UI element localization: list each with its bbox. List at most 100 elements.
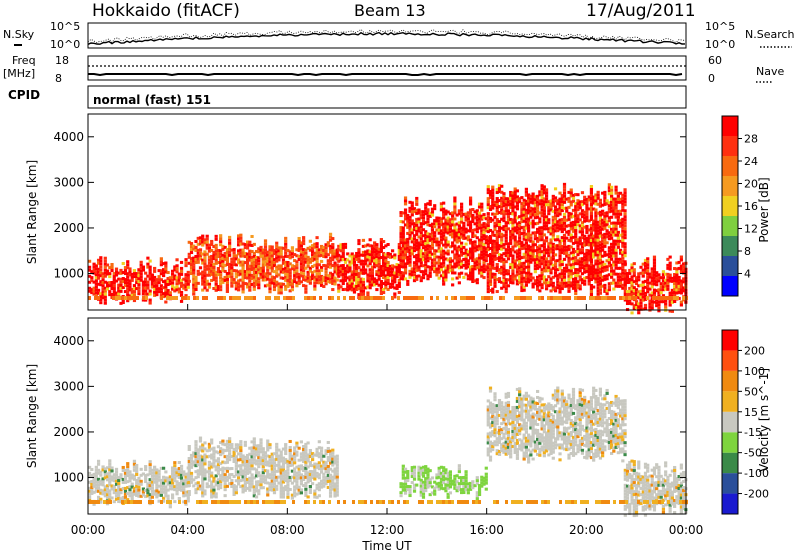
echo-cell (491, 263, 495, 267)
echo-cell (430, 231, 435, 235)
echo-cell (184, 296, 187, 300)
freq-unit-label: [MHz] (3, 67, 35, 80)
echo-cell (214, 234, 218, 238)
echo-cell (439, 232, 444, 236)
echo-cell (531, 252, 535, 256)
echo-cell (270, 473, 274, 477)
echo-cell (201, 234, 205, 238)
echo-cell (212, 458, 216, 462)
echo-cell (196, 296, 199, 300)
echo-cell (121, 262, 125, 266)
echo-cell (511, 227, 515, 231)
echo-cell (527, 250, 531, 254)
echo-cell (393, 277, 397, 281)
echo-cell (357, 260, 361, 264)
echo-cell (490, 296, 493, 300)
echo-cell (293, 268, 297, 272)
echo-cell (250, 243, 254, 247)
echo-cell (279, 249, 283, 253)
echo-cell (324, 249, 328, 253)
echo-cell (504, 233, 508, 237)
echo-cell (393, 292, 397, 296)
echo-cell (257, 286, 261, 290)
echo-cell (94, 489, 98, 493)
echo-cell (527, 262, 531, 266)
echo-cell (243, 461, 247, 465)
echo-cell (419, 258, 423, 262)
echo-cell (567, 271, 571, 275)
echo-cell (210, 447, 214, 451)
echo-cell (677, 284, 681, 288)
echo-cell (455, 246, 459, 250)
echo-cell (457, 239, 461, 243)
echo-cell (482, 246, 486, 250)
echo-cell (284, 251, 288, 255)
echo-cell (153, 465, 157, 469)
echo-cell (634, 276, 639, 280)
echo-cell (612, 206, 616, 210)
echo-cell (212, 275, 216, 279)
echo-cell (207, 273, 212, 277)
echo-cell (623, 221, 627, 225)
echo-cell (598, 270, 602, 274)
echo-cell (529, 233, 533, 237)
echo-cell (112, 281, 116, 285)
echo-cell (241, 290, 245, 294)
echo-cell (164, 294, 168, 298)
echo-cell (553, 265, 558, 269)
echo-cell (616, 245, 620, 249)
echo-cell (212, 476, 216, 480)
echo-cell (352, 266, 357, 270)
echo-cell (511, 257, 515, 261)
echo-cell (419, 213, 423, 217)
echo-cell (417, 220, 421, 224)
echo-cell (216, 472, 221, 476)
echo-cell (504, 230, 508, 234)
echo-cell (556, 211, 560, 215)
echo-cell (286, 269, 290, 273)
echo-cell (358, 296, 361, 300)
echo-cell (230, 269, 234, 273)
echo-cell (451, 265, 455, 269)
echo-cell (607, 216, 611, 220)
echo-cell (261, 251, 265, 255)
echo-cell (337, 259, 341, 263)
echo-cell (549, 208, 553, 212)
echo-cell (515, 225, 520, 229)
echo-cell (497, 205, 502, 209)
echo-cell (175, 474, 179, 478)
echo-cell (522, 231, 526, 235)
echo-cell (99, 271, 103, 275)
echo-cell (527, 223, 531, 227)
echo-cell (538, 217, 542, 221)
echo-cell (538, 235, 542, 239)
echo-cell (482, 213, 486, 217)
echo-cell (94, 296, 97, 300)
echo-cell (403, 277, 408, 281)
echo-cell (493, 224, 497, 228)
echo-cell (379, 280, 383, 284)
echo-cell (585, 248, 589, 252)
echo-cell (308, 266, 312, 270)
echo-cell (201, 455, 205, 459)
echo-cell (121, 477, 125, 481)
echo-cell (141, 292, 146, 296)
echo-cell (544, 239, 549, 243)
echo-cell (352, 278, 357, 282)
echo-cell (439, 256, 444, 260)
echo-cell (155, 468, 159, 472)
echo-cell (221, 247, 225, 251)
echo-cell (497, 199, 502, 203)
echo-cell (657, 303, 661, 307)
echo-cell (596, 229, 600, 233)
echo-cell (201, 464, 205, 468)
echo-cell (500, 286, 504, 290)
echo-cell (214, 279, 218, 283)
echo-cell (201, 279, 205, 283)
echo-cell (482, 234, 486, 238)
echo-cell (263, 260, 268, 264)
echo-cell (589, 293, 594, 297)
echo-cell (533, 216, 537, 220)
echo-cell (141, 493, 146, 497)
echo-cell (504, 200, 508, 204)
